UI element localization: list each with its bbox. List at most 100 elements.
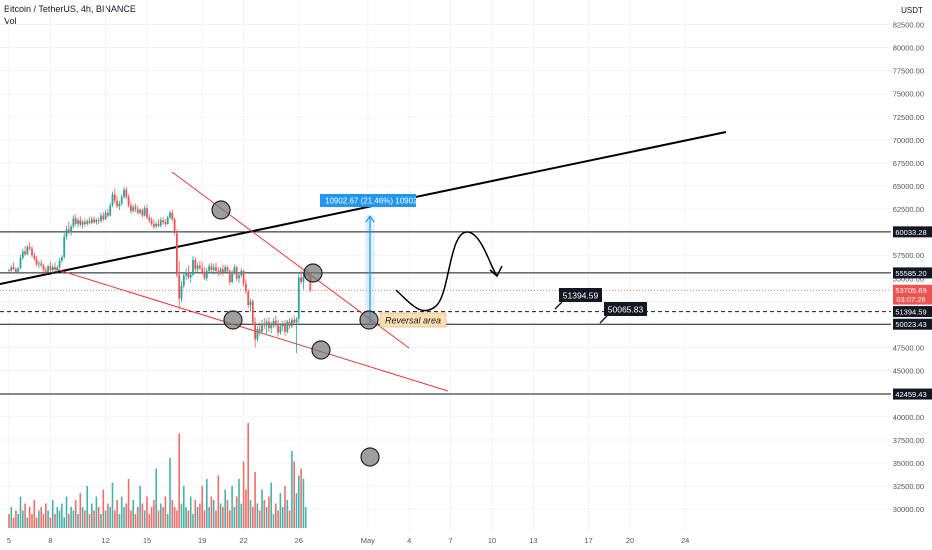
volume-bar <box>143 510 146 528</box>
time-tick-label: 8 <box>48 536 52 545</box>
candle-body <box>194 259 197 270</box>
time-tick-label: May <box>361 536 375 545</box>
volume-bar <box>12 517 15 528</box>
measure-range <box>365 216 375 326</box>
volume-bar <box>15 510 17 528</box>
volume-bar <box>141 503 144 528</box>
callout-2-pointer <box>599 315 608 324</box>
volume-bar <box>125 503 128 528</box>
candle-body <box>86 221 89 224</box>
volume-bar <box>215 510 217 528</box>
candle-body <box>185 272 187 276</box>
volume-bar <box>153 500 155 528</box>
candle-body <box>258 329 261 332</box>
candle-body <box>79 220 82 225</box>
volume-bar <box>111 482 114 528</box>
candle-body <box>132 207 135 211</box>
candle-body <box>19 257 22 269</box>
volume-bar <box>183 486 185 528</box>
time-tick-label: 10 <box>488 536 496 545</box>
candle-body <box>224 267 227 273</box>
volume-bar <box>247 423 249 528</box>
pivot-circle <box>311 340 331 360</box>
candle-body <box>93 219 95 222</box>
candle-body <box>44 269 47 272</box>
pivot-circle <box>211 200 231 220</box>
candle-body <box>277 323 279 333</box>
candle-body <box>279 326 282 333</box>
volume-bar <box>298 475 300 528</box>
volume-bar <box>192 514 194 528</box>
candle-body <box>228 270 231 282</box>
price-axis[interactable]: 82500.00 80000.00 77500.00 75000.00 72500.00… <box>891 0 932 530</box>
candle-body <box>24 251 26 255</box>
time-axis[interactable]: 5 8 12 15 19 22 26 May 4 7 10 13 17 20 24 <box>0 530 932 550</box>
volume-bar <box>256 503 259 528</box>
volume-bar <box>217 475 220 528</box>
candle-body <box>173 219 176 234</box>
volume-bar <box>70 507 72 528</box>
price-tick-label: 32500.00 <box>893 482 924 491</box>
volume-bar <box>123 507 125 528</box>
volume-bar <box>270 482 272 528</box>
candle-body <box>113 194 116 201</box>
candle-body <box>222 269 224 273</box>
volume-bar <box>28 507 31 528</box>
volume-bar <box>120 496 123 528</box>
candle-body <box>265 321 268 326</box>
symbol-title: Bitcoin / TetherUS, 4h, BINANCE <box>4 4 136 14</box>
candle-body <box>219 269 222 274</box>
volume-bar <box>258 510 261 528</box>
pivot-circle <box>303 263 323 283</box>
volume-bar <box>47 510 49 528</box>
time-tick-label: 5 <box>7 536 11 545</box>
volume-bar <box>109 507 111 528</box>
time-tick-label: 15 <box>143 536 151 545</box>
volume-bar <box>208 507 210 528</box>
volume-bar <box>242 461 245 528</box>
volume-bar <box>65 496 68 528</box>
volume-bar <box>107 503 109 528</box>
candle-body <box>176 233 178 275</box>
volume-bar <box>93 510 95 528</box>
volume-bar <box>219 503 222 528</box>
volume-bar <box>173 507 176 528</box>
price-badge <box>893 318 932 330</box>
volume-bar <box>203 510 206 528</box>
candle-body <box>215 267 217 271</box>
candle-body <box>56 267 59 270</box>
candle-body <box>17 268 20 272</box>
price-tick-label: 40000.00 <box>893 413 924 422</box>
volume-bar <box>95 496 98 528</box>
price-tick-label: 30000.00 <box>893 505 924 514</box>
pivot-circle <box>360 447 380 467</box>
volume-bar <box>164 496 167 528</box>
volume-bar <box>169 458 171 528</box>
candle-body <box>293 319 296 323</box>
candle-body <box>107 212 109 216</box>
volume-bar <box>132 500 134 528</box>
volume-bar <box>72 510 75 528</box>
candle-body <box>33 255 36 259</box>
price-badge <box>893 226 932 238</box>
volume-bar <box>146 496 148 528</box>
volume-bar <box>252 507 254 528</box>
volume-bar <box>86 486 88 528</box>
volume-bar <box>19 496 22 528</box>
volume-bar <box>49 517 52 528</box>
volume-bar <box>114 510 116 528</box>
candle-body <box>157 223 160 226</box>
volume-bars <box>8 423 307 528</box>
price-badge-text: 51394.59 <box>895 308 926 317</box>
volume-bar <box>300 468 302 528</box>
volume-bar <box>185 507 187 528</box>
volume-bar <box>127 479 130 528</box>
volume-bar <box>206 479 208 528</box>
volume-bar <box>275 503 277 528</box>
callout-2-box <box>604 302 647 316</box>
volume-bar <box>130 510 132 528</box>
candle-body <box>169 212 171 218</box>
volume-bar <box>22 510 24 528</box>
callout-2-text: 50065.83 <box>608 305 644 315</box>
